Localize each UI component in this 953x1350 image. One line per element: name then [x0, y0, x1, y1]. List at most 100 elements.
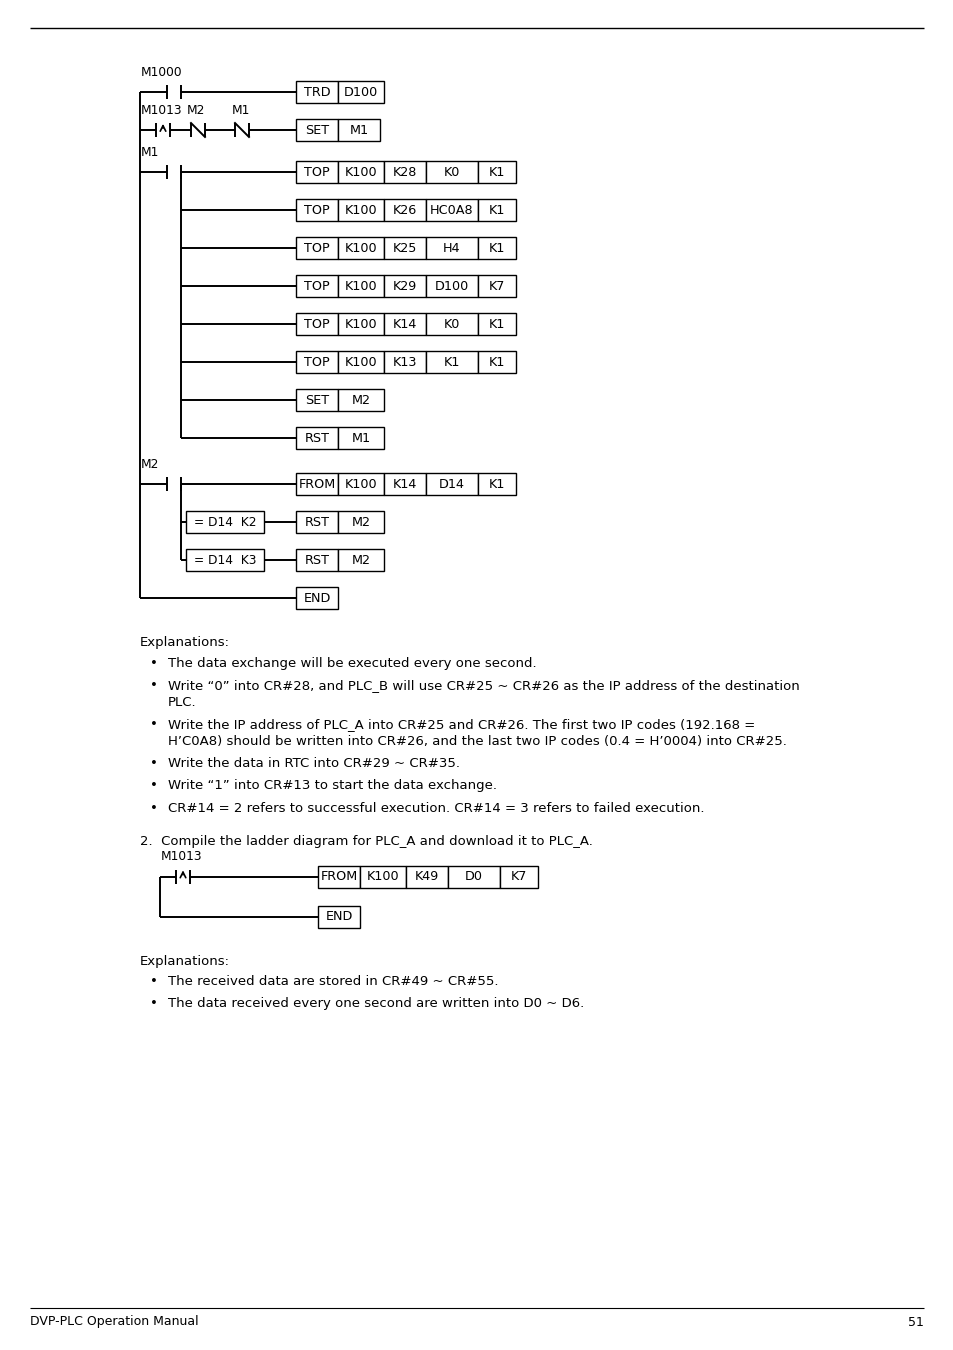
Text: M1000: M1000 [141, 66, 182, 80]
Bar [477, 238, 516, 259]
Bar [477, 472, 516, 495]
Text: K29: K29 [393, 279, 416, 293]
Text: •: • [150, 757, 158, 769]
Bar [295, 587, 337, 609]
Text: TOP: TOP [304, 166, 330, 178]
Bar [295, 313, 337, 335]
Bar [477, 198, 516, 221]
Text: PLC.: PLC. [168, 695, 196, 709]
Text: = D14  K3: = D14 K3 [193, 554, 256, 567]
Bar [337, 275, 384, 297]
Text: •: • [150, 679, 158, 693]
Bar [337, 549, 384, 571]
Bar [426, 161, 477, 184]
Bar [477, 275, 516, 297]
Text: DVP-PLC Operation Manual: DVP-PLC Operation Manual [30, 1315, 198, 1328]
Bar [337, 313, 384, 335]
Text: M2: M2 [351, 516, 370, 528]
Bar [499, 865, 537, 887]
Text: M1: M1 [141, 146, 159, 159]
Bar [295, 427, 337, 450]
Bar [295, 389, 337, 410]
Text: Write the IP address of PLC_A into CR#25 and CR#26. The first two IP codes (192.: Write the IP address of PLC_A into CR#25… [168, 718, 755, 730]
Bar [384, 472, 426, 495]
Text: D0: D0 [464, 869, 482, 883]
Text: SET: SET [305, 393, 329, 406]
Bar [295, 472, 337, 495]
Text: TRD: TRD [303, 85, 330, 99]
Text: RST: RST [304, 432, 329, 444]
Text: TOP: TOP [304, 317, 330, 331]
Bar [384, 198, 426, 221]
Text: FROM: FROM [298, 478, 335, 490]
Text: H’C0A8) should be written into CR#26, and the last two IP codes (0.4 = H’0004) i: H’C0A8) should be written into CR#26, an… [168, 734, 786, 748]
Text: Explanations:: Explanations: [140, 954, 230, 968]
Text: K14: K14 [393, 317, 416, 331]
Text: K100: K100 [344, 355, 377, 369]
Text: K7: K7 [510, 869, 527, 883]
Bar [384, 238, 426, 259]
Bar [337, 389, 384, 410]
Bar [317, 865, 359, 887]
Bar [295, 238, 337, 259]
Text: D14: D14 [438, 478, 464, 490]
Text: •: • [150, 802, 158, 815]
Text: K1: K1 [488, 242, 505, 255]
Text: K100: K100 [344, 242, 377, 255]
Text: M1: M1 [351, 432, 370, 444]
Bar [337, 427, 384, 450]
Text: •: • [150, 718, 158, 730]
Bar [477, 313, 516, 335]
Text: M2: M2 [141, 458, 159, 471]
Text: Write “1” into CR#13 to start the data exchange.: Write “1” into CR#13 to start the data e… [168, 779, 497, 792]
Bar [337, 81, 384, 103]
Text: END: END [325, 910, 353, 923]
Text: M1013: M1013 [161, 850, 202, 864]
Text: Write the data in RTC into CR#29 ~ CR#35.: Write the data in RTC into CR#29 ~ CR#35… [168, 757, 459, 769]
Bar [337, 351, 384, 373]
Bar [337, 198, 384, 221]
Text: RST: RST [304, 554, 329, 567]
Bar [337, 472, 384, 495]
Text: K13: K13 [393, 355, 416, 369]
Text: K0: K0 [443, 166, 459, 178]
Bar [317, 906, 359, 927]
Bar [295, 512, 337, 533]
Text: •: • [150, 656, 158, 670]
Text: Write “0” into CR#28, and PLC_B will use CR#25 ~ CR#26 as the IP address of the : Write “0” into CR#28, and PLC_B will use… [168, 679, 799, 693]
Text: K14: K14 [393, 478, 416, 490]
Bar [295, 119, 337, 140]
Text: M2: M2 [351, 393, 370, 406]
Text: K1: K1 [443, 355, 459, 369]
Text: TOP: TOP [304, 279, 330, 293]
Bar [295, 351, 337, 373]
Bar [448, 865, 499, 887]
Bar [426, 238, 477, 259]
Bar [337, 161, 384, 184]
Text: The data received every one second are written into D0 ~ D6.: The data received every one second are w… [168, 998, 583, 1011]
Bar [384, 275, 426, 297]
Bar [426, 472, 477, 495]
Bar [426, 275, 477, 297]
Text: K1: K1 [488, 166, 505, 178]
Text: The received data are stored in CR#49 ~ CR#55.: The received data are stored in CR#49 ~ … [168, 975, 498, 988]
Text: K7: K7 [488, 279, 505, 293]
Text: K100: K100 [344, 166, 377, 178]
Text: •: • [150, 779, 158, 792]
Bar [384, 161, 426, 184]
Text: TOP: TOP [304, 355, 330, 369]
Text: K0: K0 [443, 317, 459, 331]
Bar [426, 198, 477, 221]
Text: M2: M2 [187, 104, 205, 117]
Text: M1013: M1013 [141, 104, 182, 117]
Bar [186, 512, 264, 533]
Bar [337, 512, 384, 533]
Text: H4: H4 [443, 242, 460, 255]
Text: = D14  K2: = D14 K2 [193, 516, 256, 528]
Text: K1: K1 [488, 355, 505, 369]
Text: FROM: FROM [320, 869, 357, 883]
Bar [295, 198, 337, 221]
Text: K1: K1 [488, 317, 505, 331]
Bar [426, 351, 477, 373]
Text: RST: RST [304, 516, 329, 528]
